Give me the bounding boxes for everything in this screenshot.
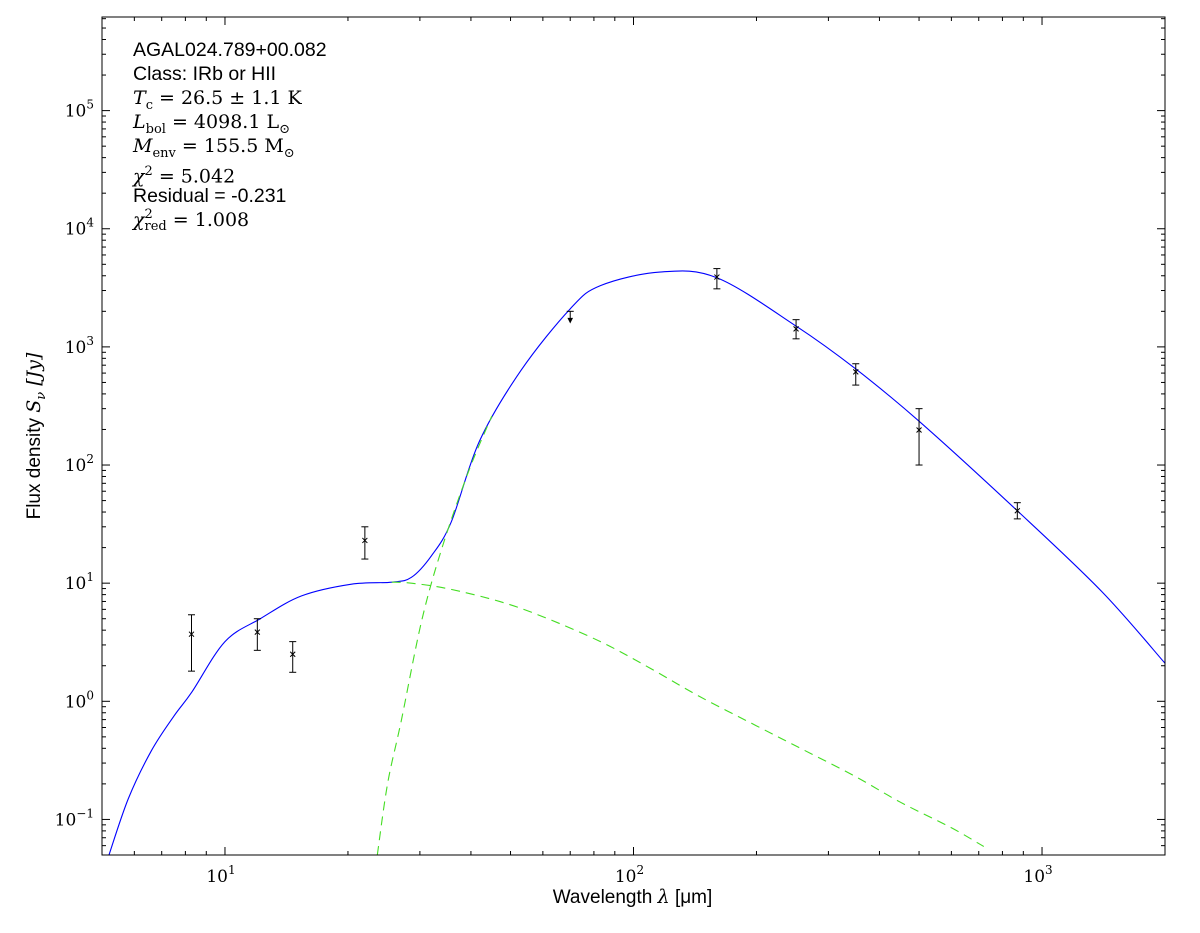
- data-point: [361, 526, 369, 560]
- annotation-lbol: Lbol = 4098.1 L⊙: [133, 110, 290, 142]
- axis-ticks: [101, 17, 1166, 856]
- data-point: [713, 268, 721, 290]
- x-marker: [852, 369, 859, 375]
- annotation-residual: Residual = -0.231: [133, 185, 287, 207]
- y-tick-exponent: 4: [86, 216, 94, 230]
- data-points: [187, 268, 1021, 673]
- x-marker: [188, 631, 195, 638]
- lbol-symbol: L: [133, 111, 146, 133]
- xlabel-text: Wavelength: [552, 887, 658, 908]
- x-tick-label: 103: [1023, 863, 1052, 887]
- x-marker: [793, 326, 799, 332]
- y-tick-base: 10: [65, 574, 87, 594]
- menv-symbol: M: [133, 135, 153, 157]
- y-tick-exponent: 3: [86, 334, 94, 348]
- chi2red-symbol: χ: [133, 209, 145, 231]
- xlabel-unit: [μm]: [669, 887, 713, 908]
- lbol-sun: ⊙: [279, 121, 290, 137]
- y-tick-exponent: 1: [86, 570, 94, 584]
- annotation-chi2red: χ 2 red = 1.008: [133, 208, 249, 233]
- y-tick-base: 10: [65, 220, 87, 240]
- menv-sun: ⊙: [283, 145, 295, 161]
- y-tick-label: 103: [65, 334, 94, 358]
- xlabel-symbol: λ: [657, 886, 670, 908]
- tc-symbol: T: [133, 87, 146, 109]
- x-tick-exponent: 1: [228, 863, 236, 877]
- x-axis-label: Wavelength λ [μm]: [0, 886, 1200, 909]
- x-tick-exponent: 2: [637, 863, 645, 877]
- ylabel-symbol: S: [23, 399, 46, 413]
- y-tick-base: 10: [55, 810, 77, 830]
- upper-limit: [566, 310, 574, 324]
- y-tick-label: 104: [65, 216, 95, 240]
- chi2-value: = 5.042: [152, 165, 236, 188]
- chi2-symbol: χ: [133, 165, 145, 188]
- y-tick-base: 10: [65, 102, 87, 122]
- data-point: [792, 319, 800, 340]
- series-warm-component: [391, 581, 985, 847]
- annotation-menv: Menv = 155.5 M⊙: [133, 134, 295, 166]
- ylabel-sub: ν: [33, 391, 49, 400]
- y-tick-base: 10: [65, 456, 87, 476]
- model-curves: [108, 270, 1165, 855]
- x-tick-label: 101: [206, 863, 235, 887]
- y-tick-base: 10: [65, 338, 87, 358]
- ylabel-unit: [Jy]: [23, 352, 46, 392]
- x-marker: [254, 629, 261, 635]
- y-tick-label: 101: [65, 570, 94, 594]
- y-tick-exponent: −1: [76, 806, 94, 820]
- series-cold-component: [376, 415, 493, 855]
- x-marker: [1014, 507, 1021, 514]
- y-axis-label: Flux density Sν [Jy]: [23, 353, 49, 520]
- y-tick-base: 10: [65, 692, 87, 712]
- source-name: AGAL024.789+00.082: [133, 39, 327, 61]
- x-marker: [362, 537, 368, 544]
- data-point: [289, 641, 297, 673]
- series-total-model: [108, 270, 1165, 855]
- y-tick-exponent: 2: [86, 452, 94, 466]
- x-tick-exponent: 3: [1045, 863, 1053, 877]
- menv-value: = 155.5 M: [175, 135, 284, 157]
- data-point: [915, 408, 923, 466]
- annotation-tc: Tc = 26.5 ± 1.1 K: [133, 86, 302, 118]
- y-tick-label: 100: [65, 688, 94, 712]
- data-point: [253, 618, 261, 651]
- chi2red-sub: red: [144, 219, 167, 234]
- y-tick-label: 102: [65, 452, 94, 476]
- x-tick-label: 102: [615, 863, 644, 887]
- source-class: Class: IRb or HII: [133, 63, 277, 85]
- x-marker: [916, 427, 922, 433]
- tc-sub: c: [145, 97, 153, 113]
- upper-limit-arrow: [567, 317, 574, 324]
- data-point: [852, 363, 860, 386]
- tc-value: = 26.5 ± 1.1 K: [152, 87, 302, 109]
- menv-sub: env: [152, 145, 176, 161]
- data-point: [1013, 502, 1021, 520]
- x-marker: [714, 274, 720, 280]
- y-tick-exponent: 0: [86, 688, 94, 702]
- y-tick-exponent: 5: [86, 98, 94, 112]
- lbol-sub: bol: [145, 121, 166, 137]
- annotation-chi2: χ2 = 5.042: [133, 160, 235, 189]
- lbol-value: = 4098.1 L: [165, 111, 280, 133]
- x-marker: [289, 651, 296, 658]
- chi2-sup: 2: [144, 164, 153, 179]
- y-tick-label: 105: [65, 98, 94, 122]
- ylabel-text: Flux density: [24, 412, 46, 520]
- chi2red-sup: 2: [144, 207, 153, 222]
- y-tick-label: 10−1: [55, 806, 94, 830]
- chi2red-value: = 1.008: [166, 209, 250, 231]
- data-point: [187, 614, 195, 672]
